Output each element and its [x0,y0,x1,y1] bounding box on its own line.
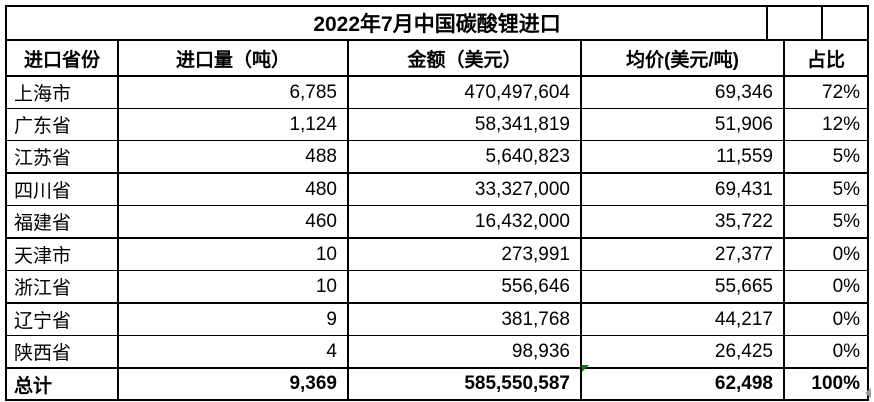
table-row: 广东省 1,124 58,341,819 51,906 12% [5,108,870,141]
share-cell: 5% [782,173,870,206]
province-cell: 天津市 [5,238,119,271]
share-cell: 12% [782,108,870,141]
table-title: 2022年7月中国碳酸锂进口 [4,5,870,41]
column-header-volume: 进口量（吨） [117,39,349,77]
table-row: 陕西省 4 98,936 26,425 0% [5,335,870,369]
volume-cell: 4 [117,335,349,369]
total-row: 总计 9,369 585,550,587 62,498 100% [5,367,870,401]
amount-cell: 16,432,000 [347,205,582,239]
province-cell: 福建省 [5,205,119,239]
avg-price-cell: 26,425 [580,335,785,369]
amount-cell: 98,936 [347,335,582,369]
share-cell: 72% [782,76,870,109]
volume-cell: 1,124 [117,108,349,141]
column-header-share: 占比 [782,39,870,77]
amount-cell: 33,327,000 [347,173,582,206]
amount-cell: 58,341,819 [347,108,582,141]
avg-price-cell: 27,377 [580,238,785,271]
avg-price-cell: 69,346 [580,76,785,109]
province-cell: 浙江省 [5,270,119,304]
share-cell: 0% [782,335,870,369]
volume-cell: 9 [117,303,349,336]
amount-cell: 470,497,604 [347,76,582,109]
volume-cell: 6,785 [117,76,349,109]
province-cell: 四川省 [5,173,119,206]
province-cell: 广东省 [5,108,119,141]
column-header-amount: 金额（美元） [347,39,582,77]
header-row: 进口省份 进口量（吨） 金额（美元） 均价(美元/吨) 占比 [5,39,870,77]
volume-cell: 10 [117,238,349,271]
volume-cell: 480 [117,173,349,206]
avg-price-cell: 55,665 [580,270,785,304]
avg-price-cell: 51,906 [580,108,785,141]
title-cell-divider [821,7,823,39]
share-cell: 5% [782,205,870,239]
table-row: 上海市 6,785 470,497,604 69,346 72% [5,76,870,109]
amount-cell: 273,991 [347,238,582,271]
total-share-cell: 100% [782,367,870,401]
table-row: 江苏省 488 5,640,823 11,559 5% [5,140,870,174]
column-header-province: 进口省份 [5,39,119,77]
province-cell: 辽宁省 [5,303,119,336]
total-label-cell: 总计 [5,367,119,401]
province-cell: 上海市 [5,76,119,109]
province-cell: 江苏省 [5,140,119,174]
corner-artifact-icon [865,388,871,398]
table-row: 福建省 460 16,432,000 35,722 5% [5,205,870,239]
total-volume-cell: 9,369 [117,367,349,401]
volume-cell: 460 [117,205,349,239]
table-row: 四川省 480 33,327,000 69,431 5% [5,173,870,206]
share-cell: 0% [782,303,870,336]
share-cell: 0% [782,238,870,271]
avg-price-cell: 44,217 [580,303,785,336]
table-body: 上海市 6,785 470,497,604 69,346 72% 广东省 1,124 58,3… [5,76,870,369]
avg-price-cell: 11,559 [580,140,785,174]
excel-error-indicator-icon [582,365,589,372]
amount-cell: 381,768 [347,303,582,336]
volume-cell: 10 [117,270,349,304]
total-avg-price-cell: 62,498 [580,367,785,401]
amount-cell: 5,640,823 [347,140,582,174]
share-cell: 0% [782,270,870,304]
avg-price-cell: 69,431 [580,173,785,206]
total-amount-cell: 585,550,587 [347,367,582,401]
title-row: 2022年7月中国碳酸锂进口 [4,5,870,41]
volume-cell: 488 [117,140,349,174]
import-table: 2022年7月中国碳酸锂进口 进口省份 进口量（吨） 金额（美元） 均价(美元/… [4,5,870,401]
table-row: 浙江省 10 556,646 55,665 0% [5,270,870,304]
table-row: 辽宁省 9 381,768 44,217 0% [5,303,870,336]
column-header-avg-price: 均价(美元/吨) [580,39,785,77]
avg-price-cell: 35,722 [580,205,785,239]
province-cell: 陕西省 [5,335,119,369]
table-row: 天津市 10 273,991 27,377 0% [5,238,870,271]
title-cell-divider [766,7,768,39]
amount-cell: 556,646 [347,270,582,304]
share-cell: 5% [782,140,870,174]
